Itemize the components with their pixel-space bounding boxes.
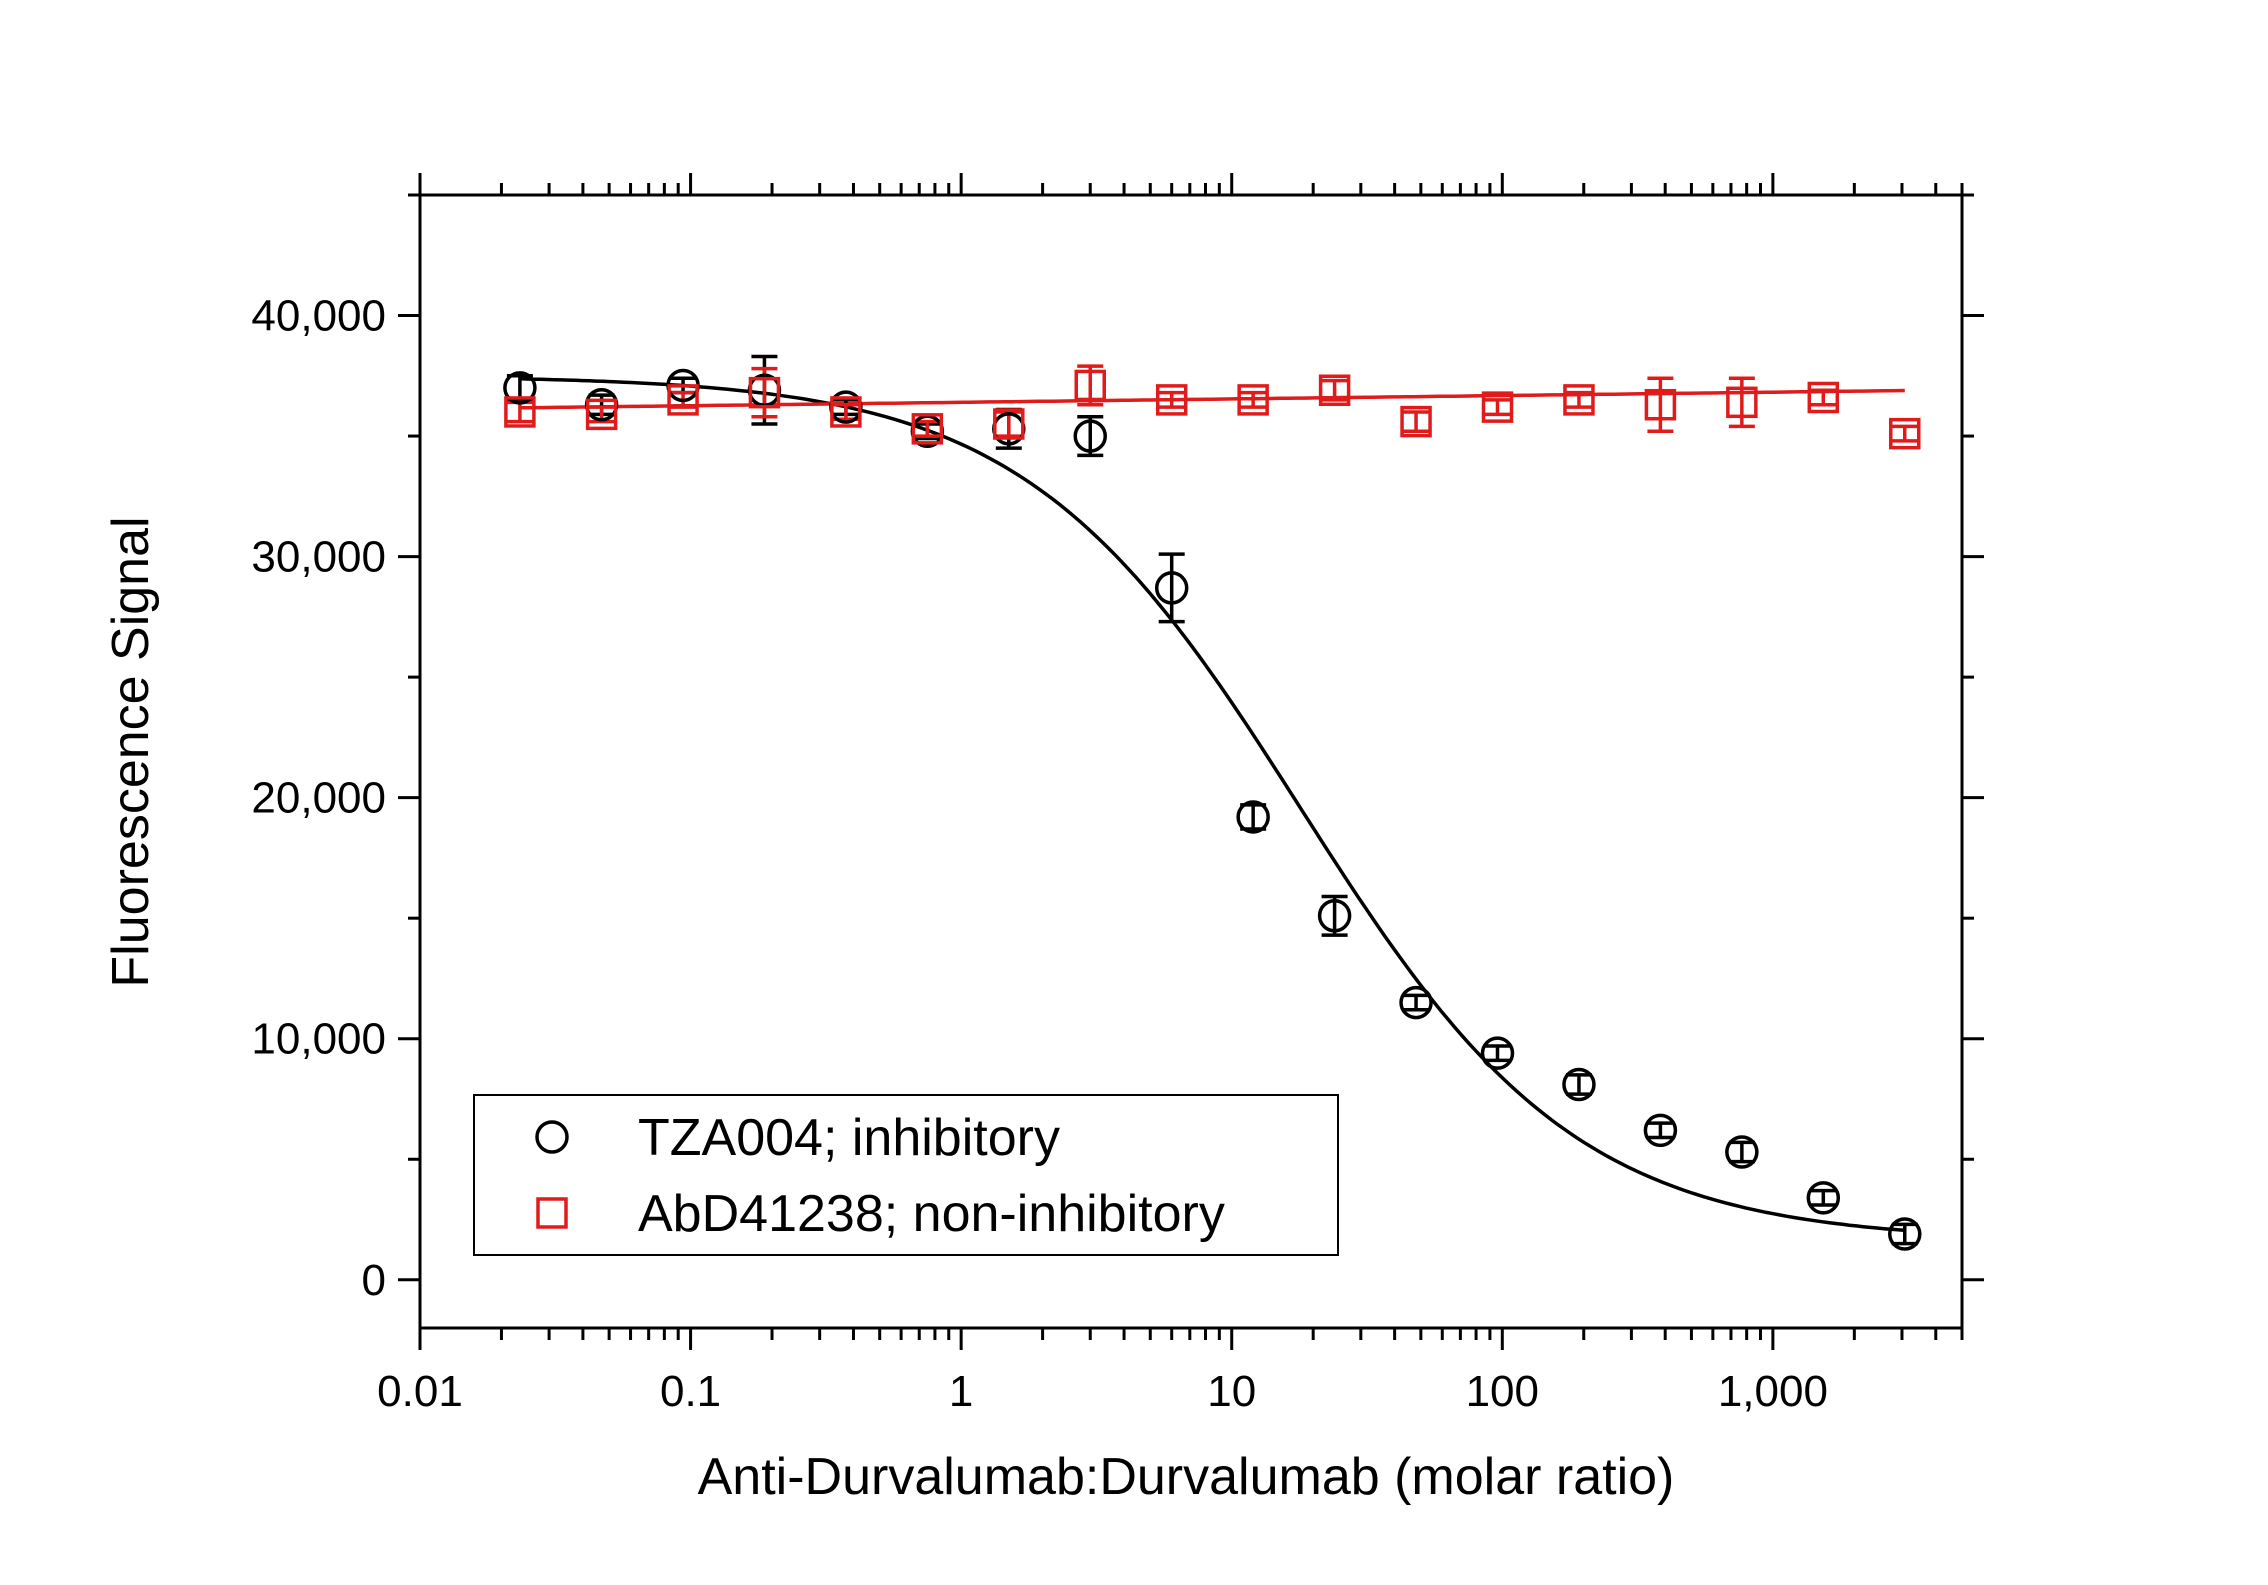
- y-tick-label: 40,000: [251, 292, 386, 341]
- data-point-circle: [1806, 1181, 1841, 1215]
- data-point-square: [585, 398, 618, 431]
- legend: TZA004; inhibitory AbD41238; non-inhibito…: [473, 1094, 1339, 1256]
- x-tick-label: 0.01: [377, 1367, 463, 1416]
- data-point-square: [1807, 381, 1840, 414]
- data-point-circle: [1888, 1217, 1922, 1251]
- data-point-circle: [1562, 1067, 1596, 1102]
- data-point-square: [911, 413, 944, 445]
- data-point-square: [1726, 386, 1758, 419]
- y-tick-label: 10,000: [251, 1015, 386, 1064]
- x-axis-label: Anti-Durvalumab:Durvalumab (molar ratio): [698, 1448, 1675, 1506]
- y-tick-label: 20,000: [251, 774, 386, 823]
- data-point-square: [993, 408, 1025, 440]
- data-point-circle: [1317, 899, 1352, 933]
- data-point-square: [1644, 388, 1677, 421]
- data-point-square: [1155, 384, 1188, 416]
- data-point-square: [1074, 369, 1106, 402]
- data-point-square: [830, 396, 862, 428]
- data-point-square: [667, 384, 699, 416]
- data-point-square: [748, 376, 781, 409]
- data-points: [503, 368, 1922, 1251]
- data-point-square: [1400, 405, 1432, 438]
- data-point-square: [504, 396, 536, 428]
- legend-box: [473, 1094, 1339, 1256]
- y-tick-label: 0: [362, 1256, 386, 1305]
- data-point-circle: [1725, 1135, 1759, 1169]
- data-point-circle: [1154, 571, 1189, 605]
- data-point-square: [1481, 391, 1514, 423]
- x-tick-label: 100: [1466, 1367, 1539, 1416]
- data-point-circle: [1480, 1036, 1515, 1070]
- data-point-circle: [1643, 1113, 1678, 1148]
- data-point-square: [1889, 417, 1921, 450]
- data-point-circle: [1236, 800, 1270, 834]
- y-tick-label: 30,000: [251, 533, 386, 582]
- error-bars: [506, 354, 1918, 1246]
- data-point-circle: [503, 371, 537, 405]
- legend-label: AbD41238; non-inhibitory: [638, 1185, 1225, 1243]
- axes: 0 10,000 20,000 30,000 40,000 0.01 0.1 1 10 100 1,…: [251, 173, 1984, 1416]
- legend-marker-square: [536, 1197, 568, 1229]
- x-tick-label: 0.1: [660, 1367, 721, 1416]
- y-axis-label: Fluorescence Signal: [102, 516, 160, 987]
- legend-marker-circle: [535, 1120, 569, 1154]
- data-point-square: [1318, 374, 1351, 407]
- x-tick-label: 10: [1207, 1367, 1256, 1416]
- x-tick-label: 1: [949, 1367, 973, 1416]
- data-point-circle: [1073, 419, 1107, 453]
- data-point-square: [1563, 384, 1595, 416]
- x-tick-label: 1,000: [1718, 1367, 1828, 1416]
- data-point-circle: [1399, 985, 1433, 1020]
- data-point-square: [1237, 384, 1269, 416]
- legend-label: TZA004; inhibitory: [638, 1109, 1060, 1167]
